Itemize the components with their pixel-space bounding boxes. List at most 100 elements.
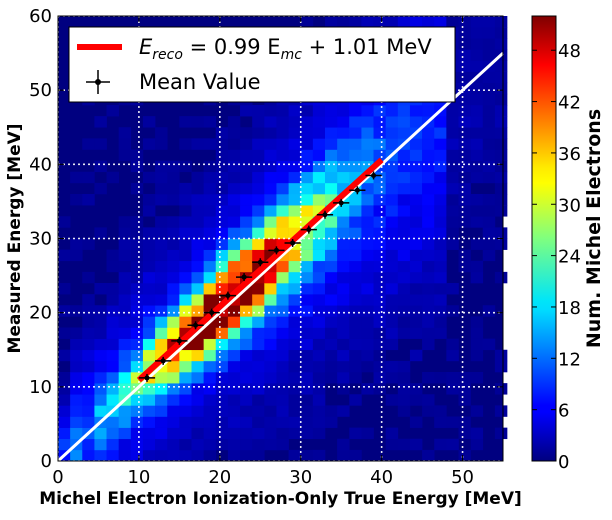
heatmap-cell bbox=[361, 127, 374, 139]
heatmap-cell bbox=[288, 427, 302, 440]
heatmap-cell bbox=[300, 427, 314, 440]
heatmap-cell bbox=[312, 383, 326, 395]
heatmap-cell bbox=[142, 438, 156, 451]
heatmap-cell bbox=[252, 216, 265, 228]
heatmap-cell bbox=[106, 338, 119, 351]
heatmap-cell bbox=[325, 194, 338, 206]
heatmap-cell bbox=[349, 260, 362, 273]
heatmap-cell bbox=[70, 249, 83, 262]
heatmap-cell bbox=[155, 271, 168, 284]
heatmap-cell bbox=[264, 372, 277, 384]
mean-point bbox=[138, 373, 156, 382]
heatmap-cell bbox=[288, 405, 302, 417]
heatmap-cell bbox=[191, 305, 204, 317]
heatmap-cell bbox=[240, 127, 253, 139]
heatmap-cell bbox=[227, 271, 241, 284]
heatmap-cell bbox=[155, 138, 168, 150]
heatmap-cell bbox=[240, 394, 253, 406]
heatmap-cell bbox=[349, 327, 362, 339]
heatmap-cell bbox=[397, 394, 411, 406]
heatmap-cell bbox=[94, 372, 107, 384]
heatmap-cell bbox=[312, 283, 326, 295]
heatmap-cell bbox=[215, 260, 229, 273]
heatmap-cell bbox=[446, 194, 459, 206]
heatmap-cell bbox=[434, 138, 447, 150]
heatmap-cell bbox=[422, 372, 435, 384]
heatmap-cell bbox=[337, 405, 350, 417]
heatmap-cell bbox=[409, 16, 423, 28]
heatmap-cell bbox=[349, 338, 362, 351]
heatmap-cell bbox=[361, 205, 374, 217]
heatmap-cell bbox=[422, 227, 435, 239]
heatmap-cell bbox=[227, 416, 241, 428]
x-tick-label: 20 bbox=[208, 467, 231, 488]
mean-point bbox=[284, 238, 301, 247]
mean-marker bbox=[290, 240, 296, 246]
heatmap-cell bbox=[288, 105, 302, 117]
heatmap-cell bbox=[337, 438, 350, 451]
heatmap-cell bbox=[470, 260, 484, 273]
heatmap-cell bbox=[470, 205, 484, 217]
heatmap-cell bbox=[325, 405, 338, 417]
mean-marker bbox=[209, 310, 215, 316]
heatmap-cell bbox=[312, 349, 326, 362]
heatmap-cell bbox=[458, 416, 471, 428]
heatmap-cell bbox=[409, 171, 423, 184]
heatmap-cell bbox=[349, 138, 362, 150]
heatmap-cell bbox=[240, 383, 253, 395]
heatmap-cell bbox=[240, 149, 253, 161]
heatmap-cell bbox=[215, 216, 229, 228]
heatmap-cell bbox=[215, 249, 229, 262]
heatmap-cell bbox=[325, 316, 338, 328]
heatmap-cell bbox=[118, 260, 132, 273]
heatmap-cell bbox=[227, 194, 241, 206]
heatmap-cell bbox=[397, 205, 411, 217]
heatmap-cell bbox=[482, 138, 496, 150]
heatmap-cell bbox=[300, 394, 314, 406]
heatmap-cell bbox=[422, 160, 435, 173]
heatmap-cell bbox=[118, 383, 132, 395]
heatmap-cell bbox=[361, 160, 374, 173]
x-tick-label: 0 bbox=[52, 467, 63, 488]
heatmap-cell bbox=[325, 338, 338, 351]
mean-point bbox=[203, 308, 220, 317]
heatmap-cell bbox=[203, 405, 217, 417]
legend-fit-sub2: mc bbox=[281, 47, 303, 63]
heatmap-cell bbox=[276, 238, 289, 250]
heatmap-cell bbox=[191, 182, 204, 195]
heatmap-cell bbox=[482, 216, 496, 228]
heatmap-cell bbox=[288, 127, 302, 139]
heatmap-cell bbox=[434, 316, 447, 328]
heatmap-cell bbox=[118, 438, 132, 451]
heatmap-cell bbox=[155, 127, 168, 139]
heatmap-cell bbox=[385, 160, 399, 173]
heatmap-cell bbox=[349, 283, 362, 295]
heatmap-cell bbox=[325, 105, 338, 117]
heatmap-cell bbox=[227, 394, 241, 406]
heatmap-cell bbox=[240, 227, 253, 239]
heatmap-cell bbox=[203, 438, 217, 451]
heatmap-cell bbox=[312, 116, 326, 128]
heatmap-cell bbox=[434, 260, 447, 273]
heatmap-cell bbox=[458, 394, 471, 406]
heatmap-cell bbox=[82, 194, 95, 206]
heatmap-cell bbox=[264, 160, 277, 173]
heatmap-cell bbox=[458, 182, 471, 195]
heatmap-cell bbox=[385, 216, 399, 228]
heatmap-cell bbox=[337, 349, 350, 362]
heatmap-cell bbox=[409, 438, 423, 451]
heatmap-cell bbox=[409, 160, 423, 173]
heatmap-cell bbox=[458, 138, 471, 150]
heatmap-cell bbox=[373, 327, 386, 339]
heatmap-cell bbox=[215, 416, 229, 428]
heatmap-cell bbox=[94, 305, 107, 317]
heatmap-cell bbox=[373, 171, 386, 184]
heatmap-cell bbox=[70, 238, 83, 250]
heatmap-cell bbox=[325, 138, 338, 150]
heatmap-cell bbox=[385, 271, 399, 284]
heatmap-cell bbox=[167, 171, 180, 184]
heatmap-cell bbox=[227, 360, 241, 373]
heatmap-cell bbox=[373, 238, 386, 250]
heatmap-cell bbox=[494, 71, 508, 84]
heatmap-cell bbox=[458, 16, 471, 28]
